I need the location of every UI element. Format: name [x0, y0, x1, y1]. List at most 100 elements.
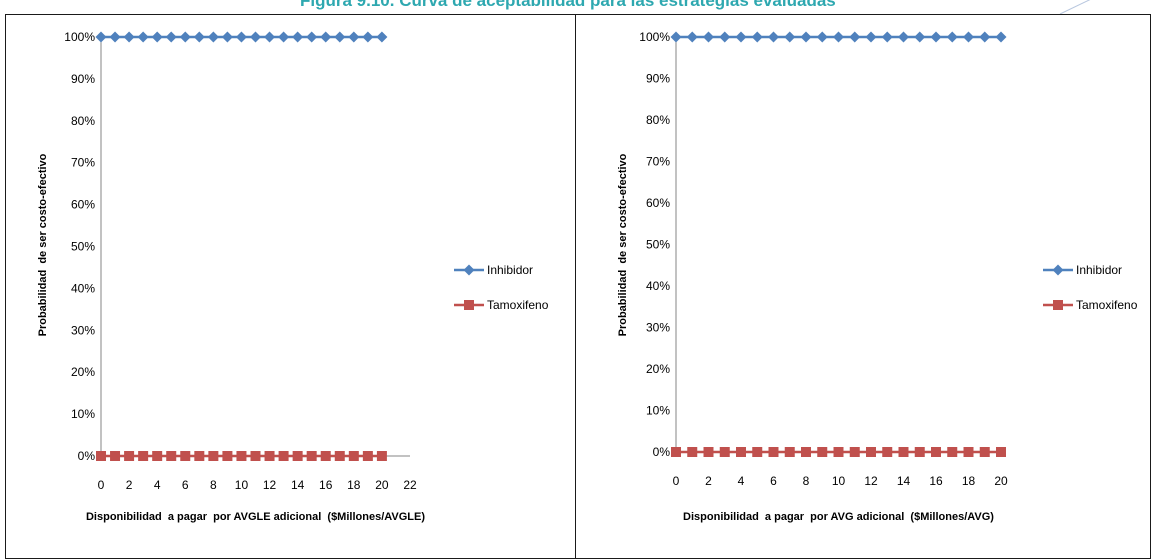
data-point-tamoxifeno: [194, 451, 205, 461]
data-point-inhibidor: [751, 31, 763, 43]
data-point-inhibidor: [348, 31, 360, 43]
data-point-tamoxifeno: [180, 451, 191, 461]
x-tick-label: 20: [994, 474, 1008, 488]
legend-label: Tamoxifeno: [487, 298, 549, 312]
data-point-tamoxifeno: [376, 451, 387, 461]
data-point-inhibidor: [264, 31, 276, 43]
legend-label: Inhibidor: [1076, 263, 1122, 277]
data-point-inhibidor: [334, 31, 346, 43]
x-tick-label: 12: [263, 478, 277, 492]
data-point-inhibidor: [151, 31, 163, 43]
data-point-tamoxifeno: [914, 447, 925, 457]
data-point-tamoxifeno: [306, 451, 317, 461]
data-point-inhibidor: [278, 31, 290, 43]
data-point-tamoxifeno: [250, 451, 261, 461]
data-point-tamoxifeno: [703, 447, 714, 457]
y-tick-label: 100%: [64, 30, 95, 44]
data-point-tamoxifeno: [817, 447, 828, 457]
caption-text: Figura 9.10. Curva de aceptabilidad para…: [300, 0, 836, 10]
chart-panel-avg: 0% 10% 20% 30% 40% 50% 60% 70% 80% 90% 100% 0 2 4 6 8 10…: [575, 14, 1151, 559]
x-tick-label: 10: [832, 474, 846, 488]
data-point-tamoxifeno: [768, 447, 779, 457]
x-axis-title: Disponibilidad a pagar por AVGLE adicion…: [86, 511, 425, 523]
data-point-inhibidor: [292, 31, 304, 43]
data-point-tamoxifeno: [671, 447, 681, 457]
x-tick-label: 0: [98, 478, 105, 492]
x-tick-label: 14: [291, 478, 305, 492]
x-tick-label: 16: [929, 474, 943, 488]
data-point-inhibidor: [165, 31, 177, 43]
data-point-inhibidor: [816, 31, 828, 43]
y-tick-label: 50%: [646, 238, 670, 252]
data-point-tamoxifeno: [801, 447, 811, 457]
data-point-tamoxifeno: [110, 451, 121, 461]
data-point-inhibidor: [979, 31, 991, 43]
data-point-inhibidor: [703, 31, 714, 43]
y-tick-label: 60%: [646, 196, 670, 210]
y-tick-label: 10%: [71, 407, 95, 421]
x-axis-title: Disponibilidad a pagar por AVG adicional…: [683, 511, 994, 523]
legend-label: Inhibidor: [487, 263, 533, 277]
data-point-inhibidor: [137, 31, 149, 43]
data-point-tamoxifeno: [138, 451, 149, 461]
data-point-inhibidor: [849, 31, 861, 43]
x-tick-label: 2: [126, 478, 133, 492]
data-point-inhibidor: [719, 31, 731, 43]
x-tick-label: 8: [803, 474, 810, 488]
legend-marker-diamond: [1052, 264, 1064, 276]
data-point-tamoxifeno: [292, 451, 303, 461]
data-point-inhibidor: [768, 31, 779, 43]
data-point-inhibidor: [946, 31, 958, 43]
data-point-tamoxifeno: [236, 451, 247, 461]
data-point-inhibidor: [306, 31, 318, 43]
x-tick-label: 0: [673, 474, 680, 488]
data-point-tamoxifeno: [96, 451, 106, 461]
x-tick-label: 4: [738, 474, 745, 488]
data-point-inhibidor: [250, 31, 261, 43]
chart-avgle: 0% 10% 20% 30% 40% 50% 60% 70% 80% 90% 100% 0 2 4 6 8 10…: [37, 30, 549, 523]
data-point-tamoxifeno: [152, 451, 163, 461]
y-tick-label: 30%: [71, 323, 95, 337]
y-tick-label: 20%: [71, 365, 95, 379]
data-point-tamoxifeno: [784, 447, 795, 457]
data-point-inhibidor: [784, 31, 796, 43]
figure-caption: Figura 9.10. Curva de aceptabilidad para…: [300, 0, 1040, 12]
y-tick-label: 50%: [71, 240, 95, 254]
data-point-inhibidor: [320, 31, 332, 43]
data-point-inhibidor: [221, 31, 233, 43]
data-point-inhibidor: [865, 31, 877, 43]
data-point-tamoxifeno: [687, 447, 698, 457]
legend-label: Tamoxifeno: [1076, 298, 1138, 312]
data-point-tamoxifeno: [208, 451, 219, 461]
data-point-inhibidor: [881, 31, 893, 43]
data-point-inhibidor: [193, 31, 205, 43]
x-tick-label: 8: [210, 478, 217, 492]
y-tick-label: 20%: [646, 362, 670, 376]
data-point-tamoxifeno: [963, 447, 974, 457]
y-tick-label: 0%: [653, 445, 671, 459]
data-point-tamoxifeno: [849, 447, 860, 457]
data-point-tamoxifeno: [166, 451, 177, 461]
data-point-tamoxifeno: [736, 447, 746, 457]
y-tick-label: 30%: [646, 321, 670, 335]
y-tick-label: 100%: [639, 30, 670, 44]
data-point-inhibidor: [207, 31, 219, 43]
data-point-tamoxifeno: [362, 451, 373, 461]
x-tick-label: 14: [897, 474, 911, 488]
data-point-tamoxifeno: [979, 447, 990, 457]
x-tick-label: 22: [403, 478, 417, 492]
x-tick-label: 18: [347, 478, 361, 492]
x-tick-label: 18: [962, 474, 976, 488]
data-point-inhibidor: [123, 31, 135, 43]
y-tick-label: 70%: [646, 155, 670, 169]
y-axis-title: Probabilidad de ser costo-efectivo: [37, 153, 49, 336]
y-tick-label: 90%: [646, 72, 670, 86]
data-point-tamoxifeno: [898, 447, 909, 457]
data-point-inhibidor: [235, 31, 247, 43]
y-axis-title: Probabilidad de ser costo-efectivo: [617, 153, 629, 336]
data-point-tamoxifeno: [931, 447, 941, 457]
x-tick-label: 12: [864, 474, 878, 488]
data-point-tamoxifeno: [124, 451, 135, 461]
data-point-tamoxifeno: [833, 447, 844, 457]
data-point-tamoxifeno: [866, 447, 876, 457]
